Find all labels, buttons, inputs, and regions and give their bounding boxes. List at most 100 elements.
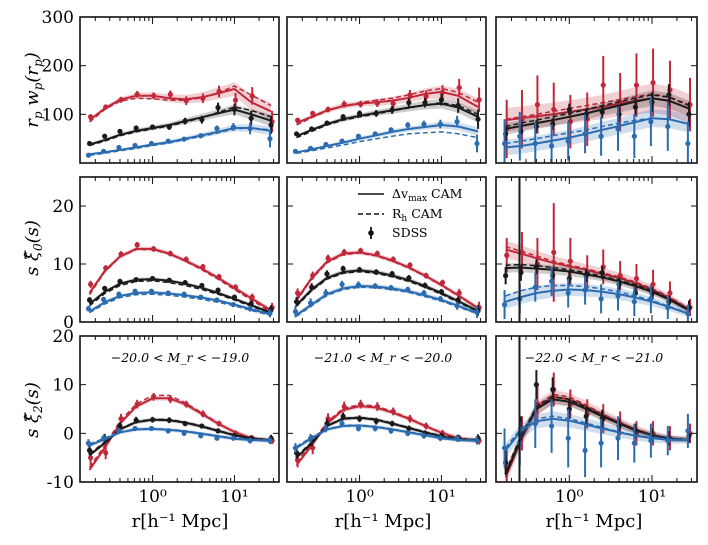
point-blue-r1c2-6: [598, 296, 604, 302]
point-red-r1c1-6: [390, 256, 396, 262]
point-black-r1c0-10: [248, 300, 254, 307]
point-blue-r2c2-11: [685, 428, 691, 434]
point-red-r0c0-7: [200, 95, 206, 101]
point-blue-r0c0-9: [230, 124, 236, 130]
point-black-r1c0-9: [231, 294, 238, 300]
point-black-r0c2-10: [666, 92, 672, 98]
point-blue-r1c1-2: [323, 290, 329, 296]
point-red-r2c0-2: [118, 416, 124, 422]
point-black-r0c0-1: [102, 133, 108, 139]
band-black-r0c1: [296, 98, 479, 138]
dashed-line-black-r1c2: [505, 263, 690, 311]
point-black-r0c0-9: [231, 106, 238, 113]
point-black-r1c1-6: [389, 271, 395, 277]
solid-line-black-r0c0: [89, 108, 272, 146]
point-blue-r0c0-0: [85, 152, 92, 158]
point-red-r0c1-2: [325, 106, 331, 113]
point-red-r1c2-0: [504, 252, 510, 258]
point-black-r1c2-6: [599, 270, 605, 276]
point-black-r0c0-11: [268, 122, 274, 128]
point-blue-r0c0-10: [247, 125, 253, 132]
point-black-r0c0-7: [199, 117, 205, 123]
xtick-label-r2c1-0: 10⁰: [345, 487, 374, 507]
panel-r2c0: 10⁰ 10¹ -10 0 10 20: [47, 327, 280, 507]
ytick-label-r2c0-1: 0: [63, 424, 74, 444]
point-red-r1c0-4: [151, 246, 157, 252]
point-blue-r0c1-4: [355, 133, 362, 139]
plot-area-r0c1: [292, 78, 482, 155]
point-blue-r2c1-10: [454, 435, 460, 441]
row-label-0: rp wp(rp): [22, 52, 45, 127]
point-blue-r2c0-9: [230, 435, 236, 441]
point-blue-r2c1-8: [421, 433, 427, 439]
point-black-r0c0-3: [133, 125, 139, 131]
point-blue-r2c0-10: [247, 438, 253, 444]
point-red-r0c0-2: [118, 97, 124, 103]
ytick-label-r1c0-0: 0: [63, 313, 74, 333]
dashed-line-blue-r1c0: [89, 293, 272, 317]
dashed-line-red-r1c1: [295, 252, 479, 310]
point-blue-r0c1-3: [339, 138, 345, 144]
point-blue-r1c1-0: [292, 308, 299, 315]
frame-r1c2: [495, 176, 698, 323]
frame-r2c0: [79, 335, 280, 483]
point-red-r1c1-7: [407, 262, 413, 268]
x-axis-label-0: r[h⁻¹ Mpc]: [132, 511, 229, 532]
point-blue-r0c2-2: [532, 140, 538, 147]
point-black-r2c0-3: [133, 417, 139, 423]
point-red-r0c1-9: [439, 89, 446, 96]
annotation-col-1: −21.0 < M_r < −20.0: [314, 350, 453, 365]
dashed-line-black-r2c2: [504, 396, 690, 473]
xtick-label-r2c0-1: 10¹: [220, 487, 248, 507]
point-blue-r2c2-10: [665, 438, 671, 444]
point-red-r2c0-0: [87, 455, 94, 461]
xtick-label-r2c1-1: 10¹: [427, 487, 455, 507]
point-blue-r1c1-8: [421, 290, 427, 296]
plot-area-r2c1: [292, 399, 482, 468]
frame-r1c1: [286, 176, 487, 323]
point-red-r1c0-8: [216, 274, 222, 280]
ytick-label-r2c0-0: -10: [47, 473, 74, 493]
point-red-r2c1-3: [341, 403, 347, 410]
point-red-r1c0-7: [200, 264, 206, 270]
legend-label-dashed: Rh CAM: [392, 206, 443, 224]
point-blue-r1c2-9: [648, 296, 654, 302]
point-red-r1c1-9: [439, 279, 446, 286]
dashed-line-red-r0c0: [89, 85, 272, 123]
point-blue-r1c0-2: [116, 291, 122, 297]
point-red-r1c2-1: [519, 249, 525, 255]
point-black-r1c1-10: [455, 297, 461, 303]
point-black-r2c1-7: [406, 425, 412, 432]
point-blue-r2c1-5: [372, 425, 378, 432]
point-red-r1c2-4: [567, 258, 573, 264]
point-red-r1c0-6: [183, 256, 189, 262]
point-blue-r2c0-2: [116, 428, 122, 434]
plot-area-r1c1: [292, 247, 482, 318]
point-blue-r0c2-1: [517, 133, 523, 139]
point-blue-r1c0-11: [267, 310, 273, 316]
band-red-r1c0: [89, 246, 272, 313]
dashed-line-blue-r2c2: [505, 415, 690, 449]
point-red-r0c2-2: [534, 102, 541, 108]
point-black-r0c1-5: [373, 110, 379, 116]
point-blue-r1c2-3: [548, 278, 555, 284]
frame-r1c0: [79, 176, 280, 323]
point-blue-r1c0-4: [148, 288, 155, 294]
point-black-r2c0-6: [182, 421, 188, 427]
point-red-r2c1-5: [374, 403, 380, 410]
frame-r0c2: [495, 16, 698, 164]
solid-line-black-r1c2: [505, 266, 690, 312]
xtick-label-r2c0-0: 10⁰: [138, 487, 167, 507]
point-blue-r0c1-7: [405, 122, 411, 128]
point-blue-r2c2-5: [582, 447, 588, 453]
point-blue-r1c1-10: [454, 303, 460, 309]
panel-r1c2: [495, 176, 698, 323]
point-red-r0c2-7: [617, 99, 623, 105]
point-blue-r0c0-11: [267, 136, 273, 142]
point-black-r1c0-5: [166, 277, 172, 283]
solid-line-black-r0c2: [505, 97, 690, 130]
point-blue-r2c1-7: [405, 430, 411, 436]
dashed-line-red-r0c1: [296, 87, 479, 126]
point-red-r1c1-0: [294, 290, 301, 296]
